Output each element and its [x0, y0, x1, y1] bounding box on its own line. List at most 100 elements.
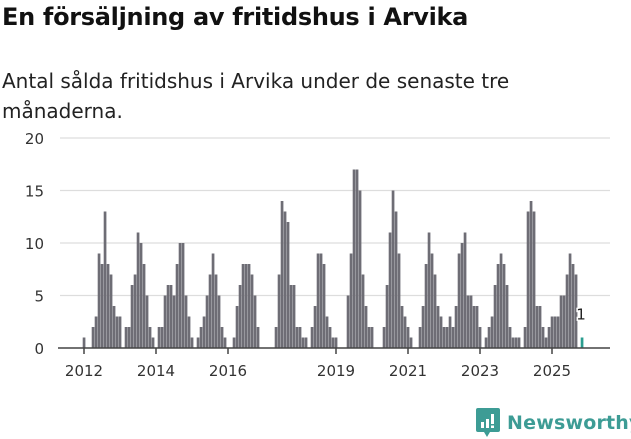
bar [214, 274, 218, 348]
bar [523, 327, 527, 348]
bar [466, 295, 470, 348]
x-tick-label: 2014 [137, 362, 175, 380]
bar [160, 327, 164, 348]
bar [430, 253, 434, 348]
bar [475, 306, 479, 348]
bar [565, 274, 569, 348]
bar [91, 327, 95, 348]
x-axis: 2012 2014 2016 2019 2021 2023 2025 [58, 347, 610, 380]
bar [562, 295, 566, 348]
bar [274, 327, 278, 348]
bar [298, 327, 302, 348]
bar [109, 274, 113, 348]
bar [460, 243, 464, 348]
bar [361, 274, 365, 348]
y-tick-label: 15 [25, 183, 44, 201]
newsworthy-logo: Newsworthy [476, 408, 631, 438]
bar [136, 232, 140, 348]
bar [394, 211, 398, 348]
bar [331, 337, 335, 348]
bar [181, 243, 185, 348]
bar [502, 264, 506, 348]
bar [244, 264, 248, 348]
bar [433, 274, 437, 348]
chart-title: En försäljning av fritidshus i Arvika [2, 3, 469, 31]
x-tick-label: 2012 [65, 362, 103, 380]
bar [367, 327, 371, 348]
x-tick-label: 2021 [389, 362, 427, 380]
bar [574, 274, 578, 348]
bar [490, 316, 494, 348]
bar [133, 274, 137, 348]
bar [322, 264, 326, 348]
brand-name: Newsworthy [507, 412, 631, 434]
bars [82, 169, 584, 348]
bar [319, 253, 323, 348]
bar [385, 285, 389, 348]
bar [127, 327, 131, 348]
bar [514, 337, 518, 348]
bar [292, 285, 296, 348]
bar [253, 295, 257, 348]
bar [352, 169, 356, 348]
bar [349, 253, 353, 348]
y-tick-label: 10 [25, 235, 44, 253]
y-tick-label: 0 [34, 340, 44, 358]
y-tick-label: 5 [34, 288, 44, 306]
bar [424, 264, 428, 348]
bar [436, 306, 440, 348]
bar [82, 337, 86, 348]
bar [484, 337, 488, 348]
bar [445, 327, 449, 348]
bar [553, 316, 557, 348]
bar [148, 327, 152, 348]
bar [370, 327, 374, 348]
bar [232, 337, 236, 348]
bar [310, 327, 314, 348]
bar [499, 253, 503, 348]
bar [241, 264, 245, 348]
bar [328, 327, 332, 348]
bar [304, 337, 308, 348]
bar [391, 190, 395, 348]
bar [538, 306, 542, 348]
bar [118, 316, 122, 348]
y-tick-label: 20 [25, 130, 44, 148]
bar [397, 253, 401, 348]
bar [364, 306, 368, 348]
bar [556, 316, 560, 348]
bar [199, 327, 203, 348]
bar [355, 169, 359, 348]
bar-chart-speech-bubble-icon [476, 408, 500, 437]
x-tick-label: 2023 [461, 362, 499, 380]
bar [418, 327, 422, 348]
bar [124, 327, 128, 348]
bar [472, 306, 476, 348]
bar [409, 337, 413, 348]
bar [130, 285, 134, 348]
bar [100, 264, 104, 348]
bar [169, 285, 173, 348]
bar [184, 295, 188, 348]
bar [529, 201, 533, 348]
bar [223, 337, 227, 348]
bar [568, 253, 572, 348]
bar [388, 232, 392, 348]
bar [493, 285, 497, 348]
bar [580, 337, 584, 348]
bar [208, 274, 212, 348]
bar [478, 327, 482, 348]
bar [505, 285, 509, 348]
bar [220, 327, 224, 348]
bar [94, 316, 98, 348]
bar [469, 295, 473, 348]
bar [283, 211, 287, 348]
bar [334, 337, 338, 348]
x-tick-label: 2016 [209, 362, 247, 380]
bar [382, 327, 386, 348]
bar [406, 327, 410, 348]
bar [508, 327, 512, 348]
bar [346, 295, 350, 348]
bar [139, 243, 143, 348]
